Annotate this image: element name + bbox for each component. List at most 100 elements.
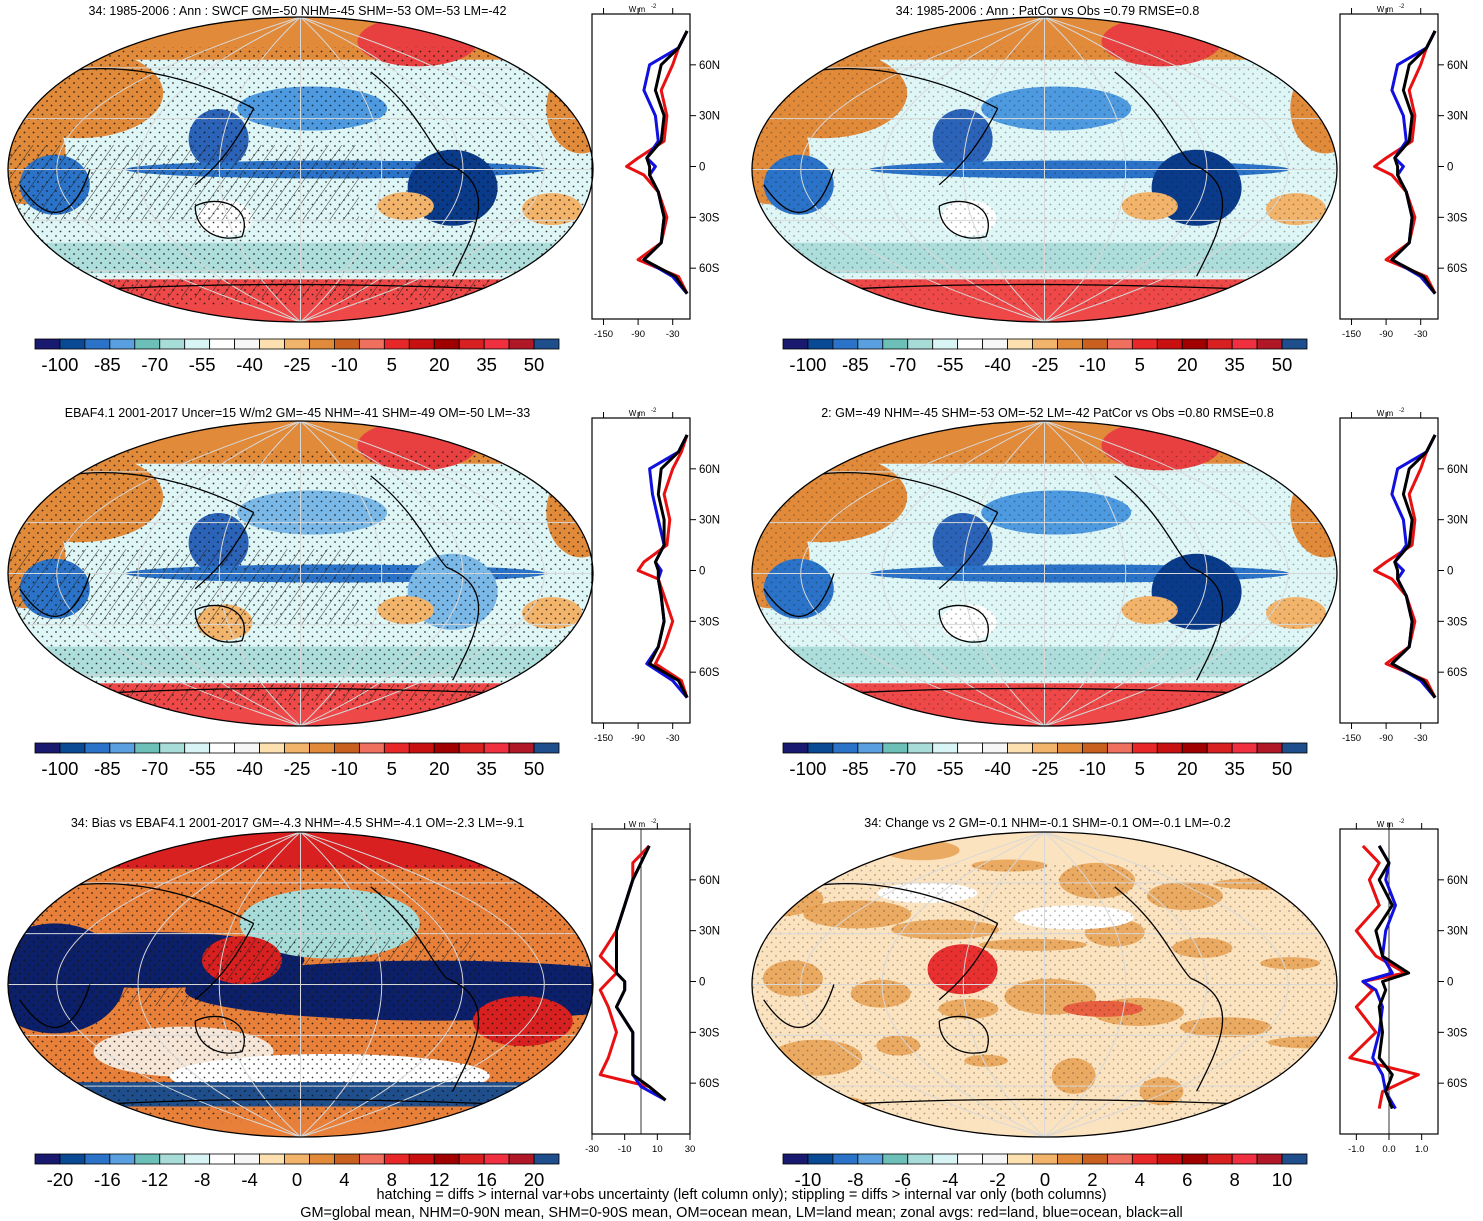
coastline	[194, 604, 245, 643]
colorbar-tick-label: 5	[1135, 354, 1145, 375]
colorbar-swatch	[857, 1153, 884, 1165]
colorbar-swatch	[533, 338, 560, 350]
coastline	[19, 573, 91, 617]
graticule-meridian	[56, 421, 301, 726]
units-label: W m	[629, 409, 646, 418]
colorbar-tick-label: 50	[524, 354, 545, 375]
colorbar-swatch	[358, 338, 385, 350]
zonal-mean-panel-2: W m -2 60N 30N 0 30S 60S -150 -90 -30	[1339, 4, 1468, 340]
colorbar-swatch	[907, 1153, 934, 1165]
graticule-meridian	[962, 832, 1045, 1137]
colorbar-tick-label: 20	[1177, 354, 1198, 375]
colorbar-swatch	[957, 1153, 984, 1165]
units-label: W m	[629, 820, 646, 829]
map-border	[7, 420, 594, 727]
colorbar-swatch	[807, 338, 834, 350]
zonal-mean-panel-4: W m -2 60N 30N 0 30S 60S -150 -90 -30	[1339, 408, 1468, 744]
colorbar-swatch	[134, 742, 161, 754]
panel-title-3: EBAF4.1 2001-2017 Uncer=15 W/m2 GM=-45 N…	[64, 406, 531, 420]
colorbar-swatch	[882, 1153, 909, 1165]
coastline	[938, 1015, 989, 1054]
graticule-meridian	[300, 832, 383, 1137]
colorbar-swatch	[309, 1153, 335, 1165]
colorbar-swatch	[857, 338, 884, 350]
colorbar-swatch	[1156, 742, 1183, 754]
colorbar-swatch	[209, 1153, 236, 1165]
graticule-meridian	[1044, 421, 1208, 726]
graticule-meridian	[881, 17, 1045, 322]
lat-tick-label: 60N	[699, 875, 720, 887]
colorbar-swatch	[982, 1153, 1008, 1165]
graticule-meridian	[800, 17, 1045, 322]
x-tick-label: -150	[1342, 329, 1361, 340]
colorbar-swatch	[209, 338, 236, 350]
colorbar-tick-label: -12	[141, 1169, 168, 1190]
lat-tick-label: 30N	[1447, 515, 1468, 527]
colorbar-2: -100 -85 -70 -55 -40 -25 -10 5 20 35 50	[782, 338, 1308, 375]
coastline	[763, 169, 835, 213]
colorbar-swatch	[184, 338, 211, 350]
graticule-meridian	[1044, 17, 1208, 322]
colorbar-swatch	[184, 742, 211, 754]
colorbar-tick-label: -70	[141, 354, 168, 375]
colorbar-tick-label: 50	[1272, 758, 1293, 779]
colorbar-tick-label: -100	[41, 758, 78, 779]
colorbar-swatch	[358, 1153, 385, 1165]
colorbar-swatch	[932, 1153, 959, 1165]
zonal-line-all	[642, 30, 689, 295]
panel-title-2: 34: 1985-2006 : Ann : PatCor vs Obs =0.7…	[895, 4, 1200, 18]
colorbar-4: -100 -85 -70 -55 -40 -25 -10 5 20 35 50	[782, 742, 1308, 779]
graticule-meridian	[1044, 17, 1127, 322]
colorbar-swatch	[1181, 338, 1208, 350]
colorbar-swatch	[84, 338, 111, 350]
colorbar-tick-label: -40	[236, 758, 263, 779]
colorbar-swatch	[59, 742, 86, 754]
coastline	[194, 108, 255, 186]
colorbar-tick-label: -100	[789, 354, 826, 375]
colorbar-tick-label: 20	[429, 354, 450, 375]
colorbar-swatch	[1057, 338, 1083, 350]
colorbar-tick-label: -4	[942, 1169, 958, 1190]
map-border	[751, 831, 1338, 1138]
zonal-mean-panel-1: W m -2 60N 30N 0 30S 60S -150 -90 -30	[591, 4, 720, 340]
x-tick-label: -90	[631, 329, 645, 340]
colorbar-tick-label: 5	[1135, 758, 1145, 779]
graticule-meridian	[137, 832, 301, 1137]
graticule-meridian	[1044, 17, 1289, 322]
colorbar-tick-label: -2	[989, 1169, 1005, 1190]
colorbar-tick-label: -85	[842, 758, 869, 779]
coastline	[763, 573, 835, 617]
graticule-meridian	[137, 421, 301, 726]
zonal-line-ocean	[1361, 845, 1397, 1110]
lat-tick-label: 60N	[1447, 464, 1468, 476]
colorbar-swatch	[284, 1153, 310, 1165]
colorbar-tick-label: 5	[387, 354, 397, 375]
colorbar-tick-label: -20	[47, 1169, 74, 1190]
lat-tick-label: 30N	[699, 111, 720, 123]
colorbar-swatch	[34, 338, 61, 350]
colorbar-swatch	[1106, 338, 1133, 350]
colorbar-5: -20 -16 -12 -8 -4 0 4 8 12 16 20	[34, 1153, 560, 1190]
colorbar-swatch	[533, 1153, 560, 1165]
coastline	[1190, 977, 1224, 1092]
lat-tick-label: 60S	[1447, 263, 1468, 275]
graticule-meridian	[1044, 832, 1127, 1137]
colorbar-swatch	[1032, 742, 1058, 754]
colorbar-tick-label: -85	[94, 758, 121, 779]
colorbar-swatch	[957, 742, 984, 754]
zonal-line-land	[1373, 434, 1437, 699]
map-border	[7, 831, 594, 1138]
units-exponent: -2	[651, 4, 657, 10]
colorbar-tick-label: -40	[984, 758, 1011, 779]
lat-tick-label: 60S	[1447, 667, 1468, 679]
coastline	[446, 162, 480, 277]
colorbar-swatch	[358, 742, 385, 754]
colorbar-tick-label: -25	[284, 354, 311, 375]
units-exponent: -2	[1399, 4, 1405, 10]
colorbar-tick-label: -55	[937, 758, 964, 779]
graticule-meridian	[300, 17, 383, 322]
lat-tick-label: 60S	[699, 1078, 720, 1090]
colorbar-tick-label: 0	[1040, 1169, 1050, 1190]
colorbar-tick-label: 35	[476, 758, 497, 779]
colorbar-3: -100 -85 -70 -55 -40 -25 -10 5 20 35 50	[34, 742, 560, 779]
